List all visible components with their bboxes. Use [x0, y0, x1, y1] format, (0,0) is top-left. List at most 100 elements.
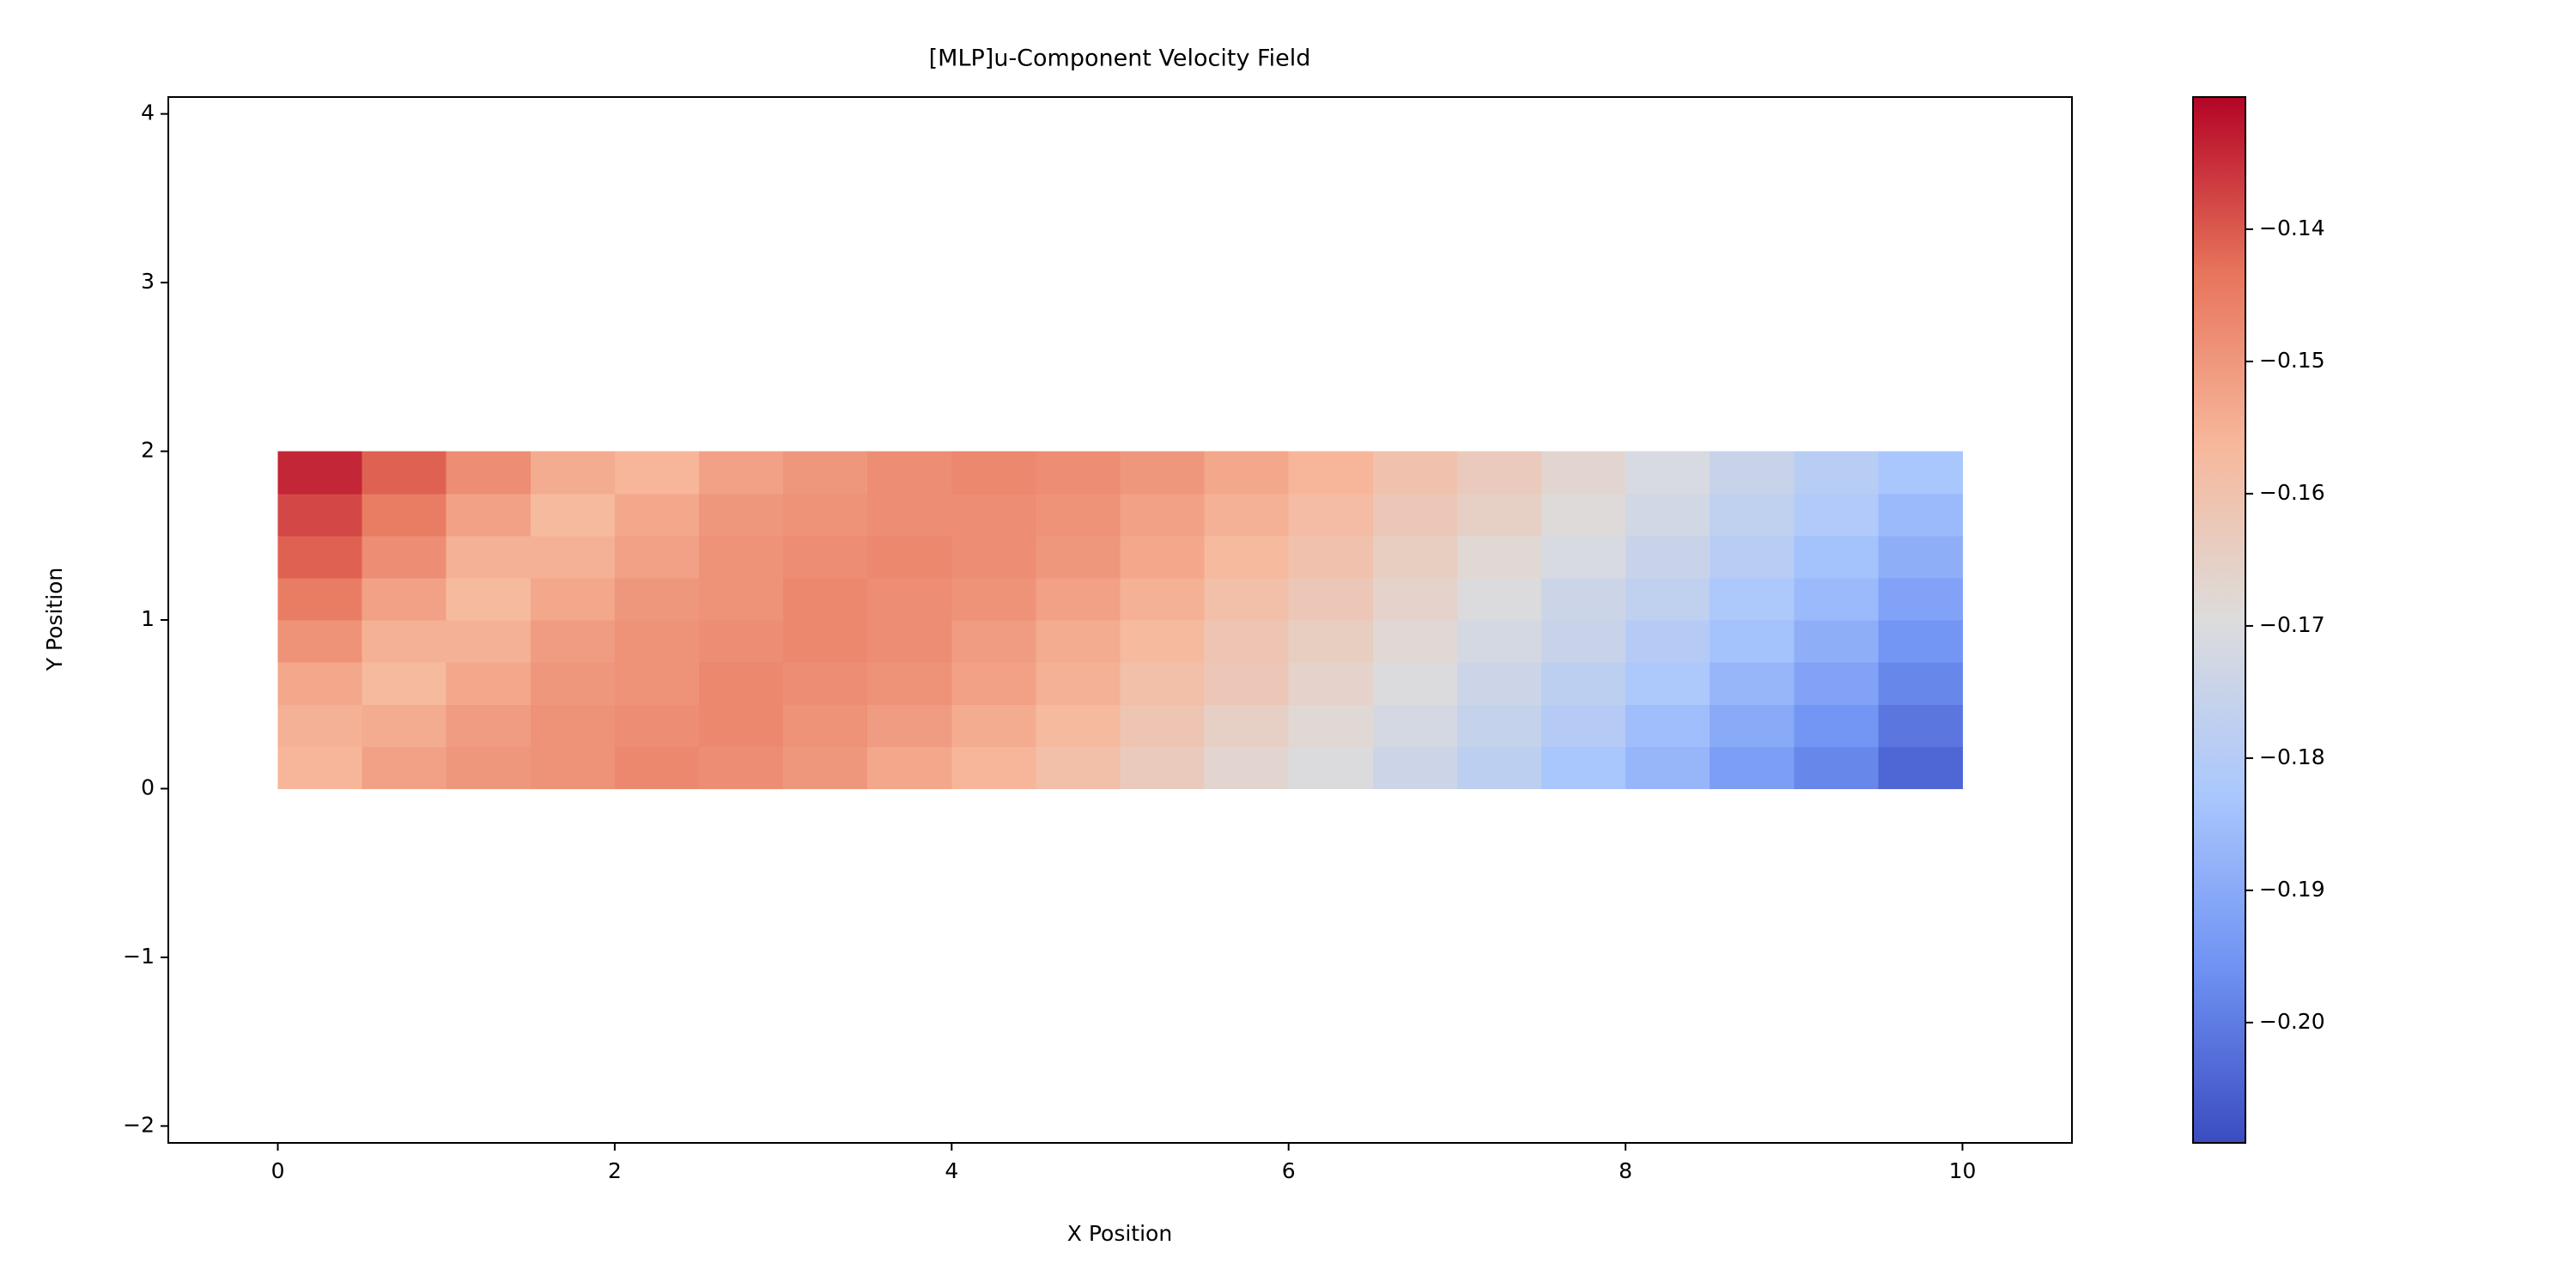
heatmap-cell	[699, 746, 784, 790]
heatmap-cell	[783, 746, 868, 790]
heatmap-cell	[530, 451, 616, 495]
heatmap-cell	[1204, 620, 1290, 663]
heatmap-cell	[530, 535, 616, 579]
heatmap-cell	[1204, 662, 1290, 705]
heatmap-cell	[699, 577, 784, 621]
heatmap-cell	[699, 493, 784, 537]
heatmap-cell	[1878, 577, 1964, 621]
heatmap-cell	[951, 662, 1037, 705]
heatmap-cell	[783, 704, 868, 747]
heatmap-cell	[277, 577, 363, 621]
heatmap-cell	[1794, 451, 1879, 495]
heatmap-cell	[1540, 451, 1626, 495]
heatmap-cell	[1625, 493, 1710, 537]
x-tick-label: 10	[1949, 1158, 1977, 1183]
heatmap-cell	[1540, 704, 1626, 747]
heatmap-cell	[361, 577, 447, 621]
y-axis-label: Y Position	[42, 568, 67, 672]
heatmap-cell	[1625, 577, 1710, 621]
heatmap-cell	[867, 535, 952, 579]
heatmap-cell	[783, 620, 868, 663]
heatmap-cell	[1120, 535, 1206, 579]
heatmap-cell	[1120, 451, 1206, 495]
heatmap-cell	[867, 704, 952, 747]
heatmap-cell	[614, 746, 700, 790]
heatmap-cell	[1372, 704, 1458, 747]
x-axis-label: X Position	[1067, 1221, 1172, 1246]
y-tick-label: 4	[141, 100, 155, 125]
heatmap-cell	[951, 493, 1037, 537]
heatmap-cell	[1878, 704, 1964, 747]
heatmap-cell	[1036, 704, 1121, 747]
heatmap-cell	[867, 493, 952, 537]
heatmap-cell	[1204, 577, 1290, 621]
heatmap-cell	[1878, 535, 1964, 579]
x-tick-label: 4	[945, 1158, 958, 1183]
colorbar	[2192, 96, 2246, 1144]
heatmap-cell	[951, 535, 1037, 579]
heatmap-cell	[1794, 746, 1879, 790]
heatmap-cell	[614, 704, 700, 747]
heatmap-cell	[361, 704, 447, 747]
heatmap-cell	[1794, 704, 1879, 747]
colorbar-tick-label: −0.16	[2259, 480, 2325, 505]
heatmap-cell	[446, 577, 532, 621]
heatmap-cell	[1036, 535, 1121, 579]
heatmap-cell	[1540, 493, 1626, 537]
heatmap-cell	[1540, 620, 1626, 663]
heatmap-cell	[530, 746, 616, 790]
heatmap-cell	[1288, 535, 1374, 579]
heatmap-cell	[1625, 451, 1710, 495]
heatmap-cell	[867, 746, 952, 790]
heatmap-cell	[1794, 662, 1879, 705]
colorbar-tick-label: −0.19	[2259, 877, 2325, 902]
colorbar-tick-label: −0.17	[2259, 612, 2325, 637]
heatmap-cell	[1204, 493, 1290, 537]
heatmap-cell	[361, 535, 447, 579]
y-tick-label: 0	[141, 775, 155, 799]
heatmap-cell	[614, 662, 700, 705]
heatmap-cell	[1288, 704, 1374, 747]
heatmap-cell	[1710, 746, 1795, 790]
heatmap-cell	[1710, 704, 1795, 747]
heatmap-cell	[277, 535, 363, 579]
heatmap-cell	[1204, 451, 1290, 495]
colorbar-tick-label: −0.14	[2259, 216, 2325, 240]
heatmap-cell	[699, 704, 784, 747]
heatmap-cell	[361, 451, 447, 495]
heatmap-cell	[1372, 535, 1458, 579]
heatmap-cell	[446, 451, 532, 495]
heatmap-cell	[867, 577, 952, 621]
heatmap-cell	[1456, 620, 1542, 663]
heatmap-cell	[1625, 746, 1710, 790]
x-tick-label: 8	[1619, 1158, 1632, 1183]
heatmap-cell	[361, 620, 447, 663]
heatmap-cell	[1794, 577, 1879, 621]
heatmap-cell	[1456, 535, 1542, 579]
heatmap-cell	[1372, 577, 1458, 621]
heatmap-cell	[1288, 493, 1374, 537]
heatmap-cell	[1036, 577, 1121, 621]
heatmap-cell	[1456, 662, 1542, 705]
y-tick-label: 2	[141, 438, 155, 463]
heatmap-cell	[1456, 746, 1542, 790]
heatmap-cell	[1456, 577, 1542, 621]
heatmap-cell	[1710, 535, 1795, 579]
heatmap-cell	[699, 620, 784, 663]
heatmap-cell	[1540, 746, 1626, 790]
y-tick-label: −1	[123, 944, 155, 969]
heatmap-cell	[1288, 620, 1374, 663]
heatmap-cell	[446, 746, 532, 790]
heatmap-cell	[783, 493, 868, 537]
heatmap-cell	[951, 704, 1037, 747]
heatmap-cell	[1878, 662, 1964, 705]
heatmap-cell	[783, 451, 868, 495]
heatmap-cell	[446, 535, 532, 579]
heatmap-cell	[614, 577, 700, 621]
heatmap-cell	[951, 746, 1037, 790]
heatmap-cell	[783, 662, 868, 705]
heatmap-cell	[951, 451, 1037, 495]
heatmap-cell	[1456, 493, 1542, 537]
heatmap-cell	[277, 451, 363, 495]
